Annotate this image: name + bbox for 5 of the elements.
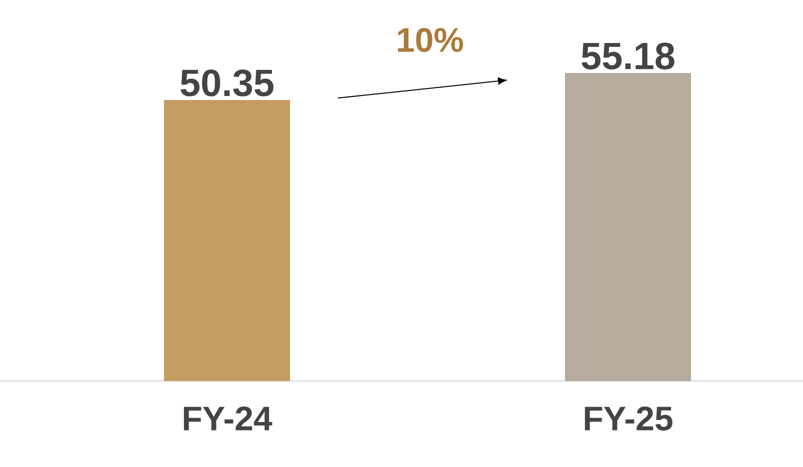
text: 10% (398, 28, 464, 52)
data-label: 50.35 (180, 69, 274, 96)
data-label: 55.18 (582, 42, 674, 70)
x-tick-label: FY-24 (184, 406, 272, 430)
x-tick-label: FY-25 (584, 406, 672, 431)
